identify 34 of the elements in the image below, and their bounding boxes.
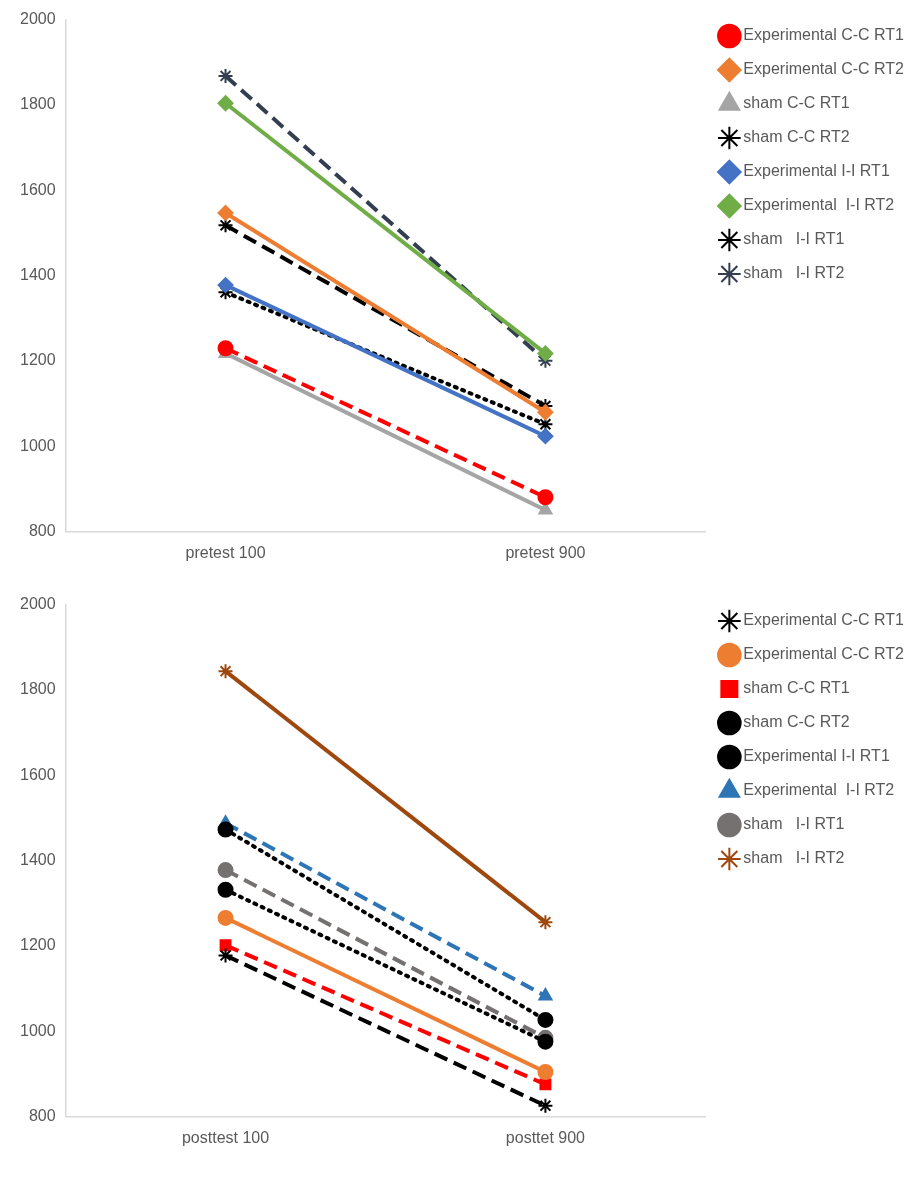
- legend-label: sham I-I RT1: [743, 230, 845, 248]
- y-tick-label: 1400: [20, 266, 56, 284]
- y-tick-label: 800: [28, 1107, 56, 1125]
- legend-label: Experimental I-I RT1: [743, 747, 890, 765]
- y-tick-label: 2000: [20, 10, 56, 28]
- legend-label: Experimental C-C RT1: [743, 611, 905, 629]
- legend-label: sham C-C RT2: [743, 128, 850, 146]
- legend-label: Experimental C-C RT2: [743, 60, 905, 78]
- y-tick-label: 1600: [20, 180, 56, 198]
- x-tick-label: pretest 900: [505, 543, 586, 561]
- legend-label: sham I-I RT1: [743, 815, 845, 833]
- legend-label: sham C-C RT1: [743, 679, 850, 697]
- y-tick-label: 2000: [20, 595, 56, 613]
- legend-label: Experimental I-I RT1: [743, 162, 890, 180]
- y-tick-label: 1200: [20, 936, 56, 954]
- y-tick-label: 800: [28, 522, 56, 540]
- legend-label: sham I-I RT2: [743, 264, 845, 282]
- y-tick-label: 1600: [20, 765, 56, 783]
- y-tick-label: 1800: [20, 95, 56, 113]
- y-tick-label: 1000: [20, 1021, 56, 1039]
- y-tick-label: 1400: [20, 851, 56, 869]
- legend-label: sham C-C RT1: [743, 94, 850, 112]
- legend-label: sham I-I RT2: [743, 849, 845, 867]
- y-tick-label: 1800: [20, 680, 56, 698]
- x-tick-label: posttet 900: [505, 1128, 586, 1146]
- legend-label: Experimental C-C RT2: [743, 645, 905, 663]
- x-tick-label: pretest 100: [185, 543, 266, 561]
- y-tick-label: 1200: [20, 351, 56, 369]
- legend-label: Experimental C-C RT1: [743, 26, 905, 44]
- x-tick-label: posttest 100: [181, 1128, 270, 1146]
- legend-label: Experimental I-I RT2: [743, 196, 895, 214]
- legend-label: sham C-C RT2: [743, 713, 850, 731]
- legend-label: Experimental I-I RT2: [743, 781, 895, 799]
- y-tick-label: 1000: [20, 436, 56, 454]
